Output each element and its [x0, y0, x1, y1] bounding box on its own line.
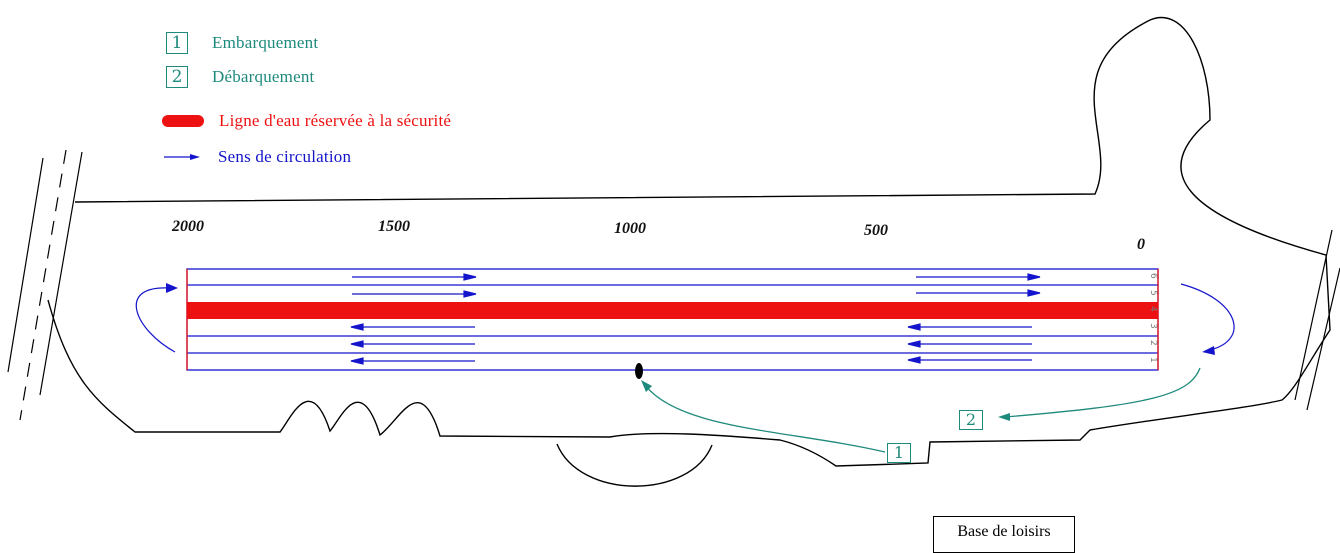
lane-number-2: 2 — [1148, 340, 1158, 346]
pontoon-marker — [635, 363, 643, 379]
arrow-icon — [164, 154, 200, 160]
base-de-loisirs-label: Base de loisirs — [933, 516, 1075, 553]
turn-arrow-right — [1180, 283, 1235, 351]
lane-number-4: 4 — [1148, 306, 1158, 312]
legend-embark-label: Embarquement — [212, 33, 319, 52]
legend-disembark: 2 Débarquement — [166, 64, 314, 90]
lane-number-1: 1 — [1148, 357, 1158, 363]
embark-route — [644, 384, 886, 453]
legend-direction-label: Sens de circulation — [218, 147, 352, 166]
left-dam — [7, 157, 44, 373]
legend-safety-label: Ligne d'eau réservée à la sécurité — [219, 111, 452, 130]
disembark-route — [1004, 367, 1201, 418]
legend-disembark-label: Débarquement — [212, 67, 315, 86]
legend-embark: 1 Embarquement — [166, 30, 318, 56]
distance-1500: 1500 — [378, 218, 410, 235]
shoreline — [47, 17, 1331, 467]
lanes — [186, 268, 1159, 371]
safety-lane-swatch — [162, 115, 204, 127]
legend-safety: Ligne d'eau réservée à la sécurité — [162, 108, 451, 134]
embark-number-box: 1 — [166, 32, 188, 54]
right-dam — [1294, 229, 1333, 401]
safety-lane — [187, 302, 1158, 319]
disembark-point: 2 — [959, 410, 983, 430]
turn-arrow-left — [135, 287, 176, 353]
distance-500: 500 — [864, 222, 888, 239]
embark-point: 1 — [887, 443, 911, 463]
lane-number-3: 3 — [1148, 323, 1158, 329]
bay — [556, 443, 713, 487]
distance-1000: 1000 — [614, 220, 646, 237]
lane-number-5: 5 — [1148, 290, 1158, 296]
distance-0: 0 — [1137, 236, 1145, 253]
distance-2000: 2000 — [172, 218, 204, 235]
disembark-number-box: 2 — [166, 66, 188, 88]
lane-number-6: 6 — [1148, 273, 1158, 279]
direction-arrows — [350, 273, 1041, 365]
legend-direction: Sens de circulation — [164, 144, 351, 170]
